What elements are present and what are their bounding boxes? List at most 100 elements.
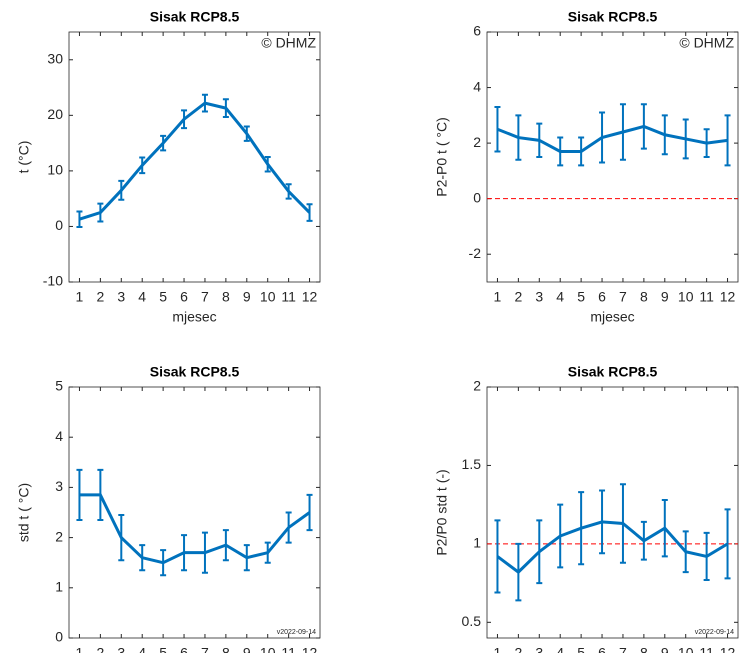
x-tick-label: 2 [514,289,522,305]
chart-title: Sisak RCP8.5 [568,9,658,25]
error-bar [640,103,647,150]
error-bar [599,111,606,164]
y-axis-label: P2/P0 std t (-) [434,469,450,555]
y-tick-label: -10 [43,273,63,289]
error-bar [682,530,689,574]
x-tick-label: 10 [678,289,694,305]
error-bar [76,210,83,228]
annotation: v2022-09-14 [277,629,316,636]
x-tick-label: 11 [699,289,714,305]
error-bar [578,491,585,566]
y-tick-label: 0.5 [462,613,482,629]
error-bar [494,106,501,153]
y-tick-label: 4 [55,428,63,444]
x-tick-label: 4 [138,289,146,305]
x-tick-label: 9 [243,645,251,653]
plot-frame [486,386,739,639]
error-bar [139,156,146,175]
y-tick-label: 2 [473,378,481,394]
y-axis-label: std t ( °C) [16,483,32,542]
x-tick-label: 12 [302,289,318,305]
error-bar [640,520,647,561]
x-axis-label: mjesec [590,309,634,325]
x-tick-label: 10 [260,645,276,653]
x-tick-label: 5 [577,289,585,305]
error-bar [160,134,167,152]
y-tick-label: 4 [473,78,481,94]
error-bar [160,549,167,577]
x-tick-label: 6 [180,645,188,653]
error-bar [118,514,125,562]
x-tick-label: 2 [96,289,104,305]
x-tick-label: 11 [699,645,714,653]
x-tick-label: 11 [281,289,296,305]
y-tick-label: 0 [55,217,63,233]
x-tick-label: 9 [661,645,669,653]
y-tick-label: 10 [47,162,63,178]
x-tick-label: 7 [201,645,209,653]
annotation: © DHMZ [261,35,316,51]
x-tick-label: 1 [76,289,84,305]
error-bar [619,483,626,564]
chart-title: Sisak RCP8.5 [150,9,240,25]
error-bar [139,544,146,572]
error-bar [97,202,104,223]
y-tick-label: 1.5 [462,456,482,472]
error-bar [285,183,292,200]
error-bar [181,109,188,130]
x-tick-label: 9 [243,289,251,305]
x-tick-label: 6 [598,645,606,653]
chart-title: Sisak RCP8.5 [568,364,658,380]
error-bar [557,136,564,167]
x-tick-label: 4 [138,645,146,653]
x-tick-label: 8 [222,289,230,305]
x-tick-label: 6 [598,289,606,305]
error-bar [703,128,710,158]
chart-title: Sisak RCP8.5 [150,364,240,380]
error-bar [201,93,208,113]
error-bar [306,493,313,532]
annotation: v2022-09-14 [695,629,734,636]
x-tick-label: 3 [117,289,125,305]
x-tick-label: 4 [556,289,564,305]
x-tick-label: 1 [494,645,502,653]
y-axis-label: t (°C) [16,141,32,174]
y-tick-label: 5 [55,378,63,394]
x-tick-label: 3 [117,645,125,653]
y-tick-label: 1 [55,579,63,595]
error-bar [515,542,522,602]
error-bar [682,118,689,160]
x-tick-label: 12 [720,289,736,305]
x-tick-label: 7 [619,289,627,305]
error-bar [181,534,188,572]
x-tick-label: 2 [514,645,522,653]
x-tick-label: 5 [159,645,167,653]
x-tick-label: 8 [640,645,648,653]
x-tick-label: 8 [640,289,648,305]
error-bar [76,468,83,522]
error-bar [494,519,501,594]
plot-frame [486,31,739,283]
data-line [79,493,311,565]
x-tick-label: 12 [720,645,736,653]
plot-frame [68,386,321,639]
x-tick-label: 7 [619,645,627,653]
x-tick-label: 3 [535,645,543,653]
error-bar [243,544,250,572]
y-tick-label: -2 [469,245,482,261]
x-tick-label: 10 [260,289,276,305]
annotation: © DHMZ [679,35,734,51]
error-bar [118,179,125,201]
error-bar [599,489,606,555]
error-bar [724,114,731,167]
y-tick-label: 3 [55,478,63,494]
error-bar [201,531,208,574]
error-bar [515,114,522,161]
x-tick-label: 9 [661,289,669,305]
x-tick-label: 1 [494,289,502,305]
x-tick-label: 2 [96,645,104,653]
y-axis-label: P2-P0 t ( °C) [434,117,450,197]
y-tick-label: 0 [473,189,481,205]
error-bar [661,498,668,558]
